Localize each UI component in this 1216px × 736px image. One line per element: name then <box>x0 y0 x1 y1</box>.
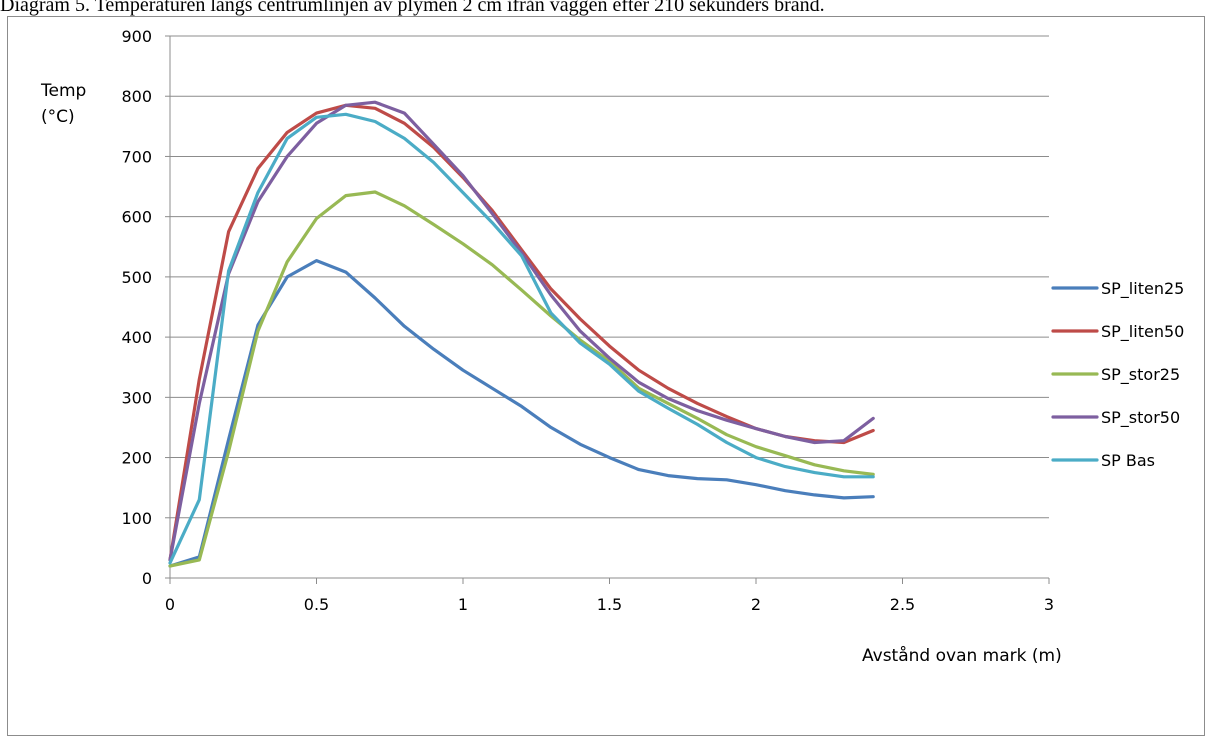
legend-label: SP_stor25 <box>1101 365 1180 385</box>
series-lines <box>168 100 875 568</box>
x-tick-label: 0.5 <box>304 595 329 614</box>
y-tick-label: 700 <box>121 147 152 166</box>
y-axis-title-line1: Temp <box>40 81 86 101</box>
legend-label: SP_stor50 <box>1101 408 1180 428</box>
series-line-sp-bas <box>168 112 875 565</box>
x-tick-label: 0 <box>165 595 175 614</box>
legend-label: SP_liten25 <box>1101 279 1184 299</box>
x-tick-label: 3 <box>1044 595 1054 614</box>
x-tick-label: 2.5 <box>890 595 915 614</box>
x-tick-label: 1 <box>458 595 468 614</box>
x-axis-ticks: 0 0.5 1 1.5 2 2.5 3 <box>165 578 1054 614</box>
y-axis-ticks: 0 100 200 300 400 500 600 700 800 900 <box>121 27 170 588</box>
y-tick-label: 200 <box>121 449 152 468</box>
legend-label: SP_liten50 <box>1101 322 1184 342</box>
x-axis-title: Avstånd ovan mark (m) <box>862 645 1062 666</box>
y-tick-label: 400 <box>121 328 152 347</box>
series-line-sp-liten25 <box>168 259 875 568</box>
series-line-sp-stor50 <box>168 100 875 562</box>
y-tick-label: 300 <box>121 388 152 407</box>
y-tick-label: 500 <box>121 268 152 287</box>
legend-label: SP Bas <box>1101 451 1155 470</box>
figure-caption: Diagram 5. Temperaturen längs centrumlin… <box>0 0 825 16</box>
legend: SP_liten25 SP_liten50 SP_stor25 SP_stor50 SP… <box>1051 279 1184 470</box>
y-axis-title-line2: (°C) <box>41 107 75 127</box>
y-tick-label: 900 <box>121 27 152 46</box>
x-tick-label: 1.5 <box>597 595 622 614</box>
y-tick-label: 800 <box>121 87 152 106</box>
y-tick-label: 600 <box>121 208 152 227</box>
y-tick-label: 0 <box>142 569 152 588</box>
gridlines <box>170 35 1049 519</box>
series-line-sp-stor25 <box>168 190 875 568</box>
y-tick-label: 100 <box>121 509 152 528</box>
axes <box>169 36 1049 579</box>
x-tick-label: 2 <box>751 595 761 614</box>
